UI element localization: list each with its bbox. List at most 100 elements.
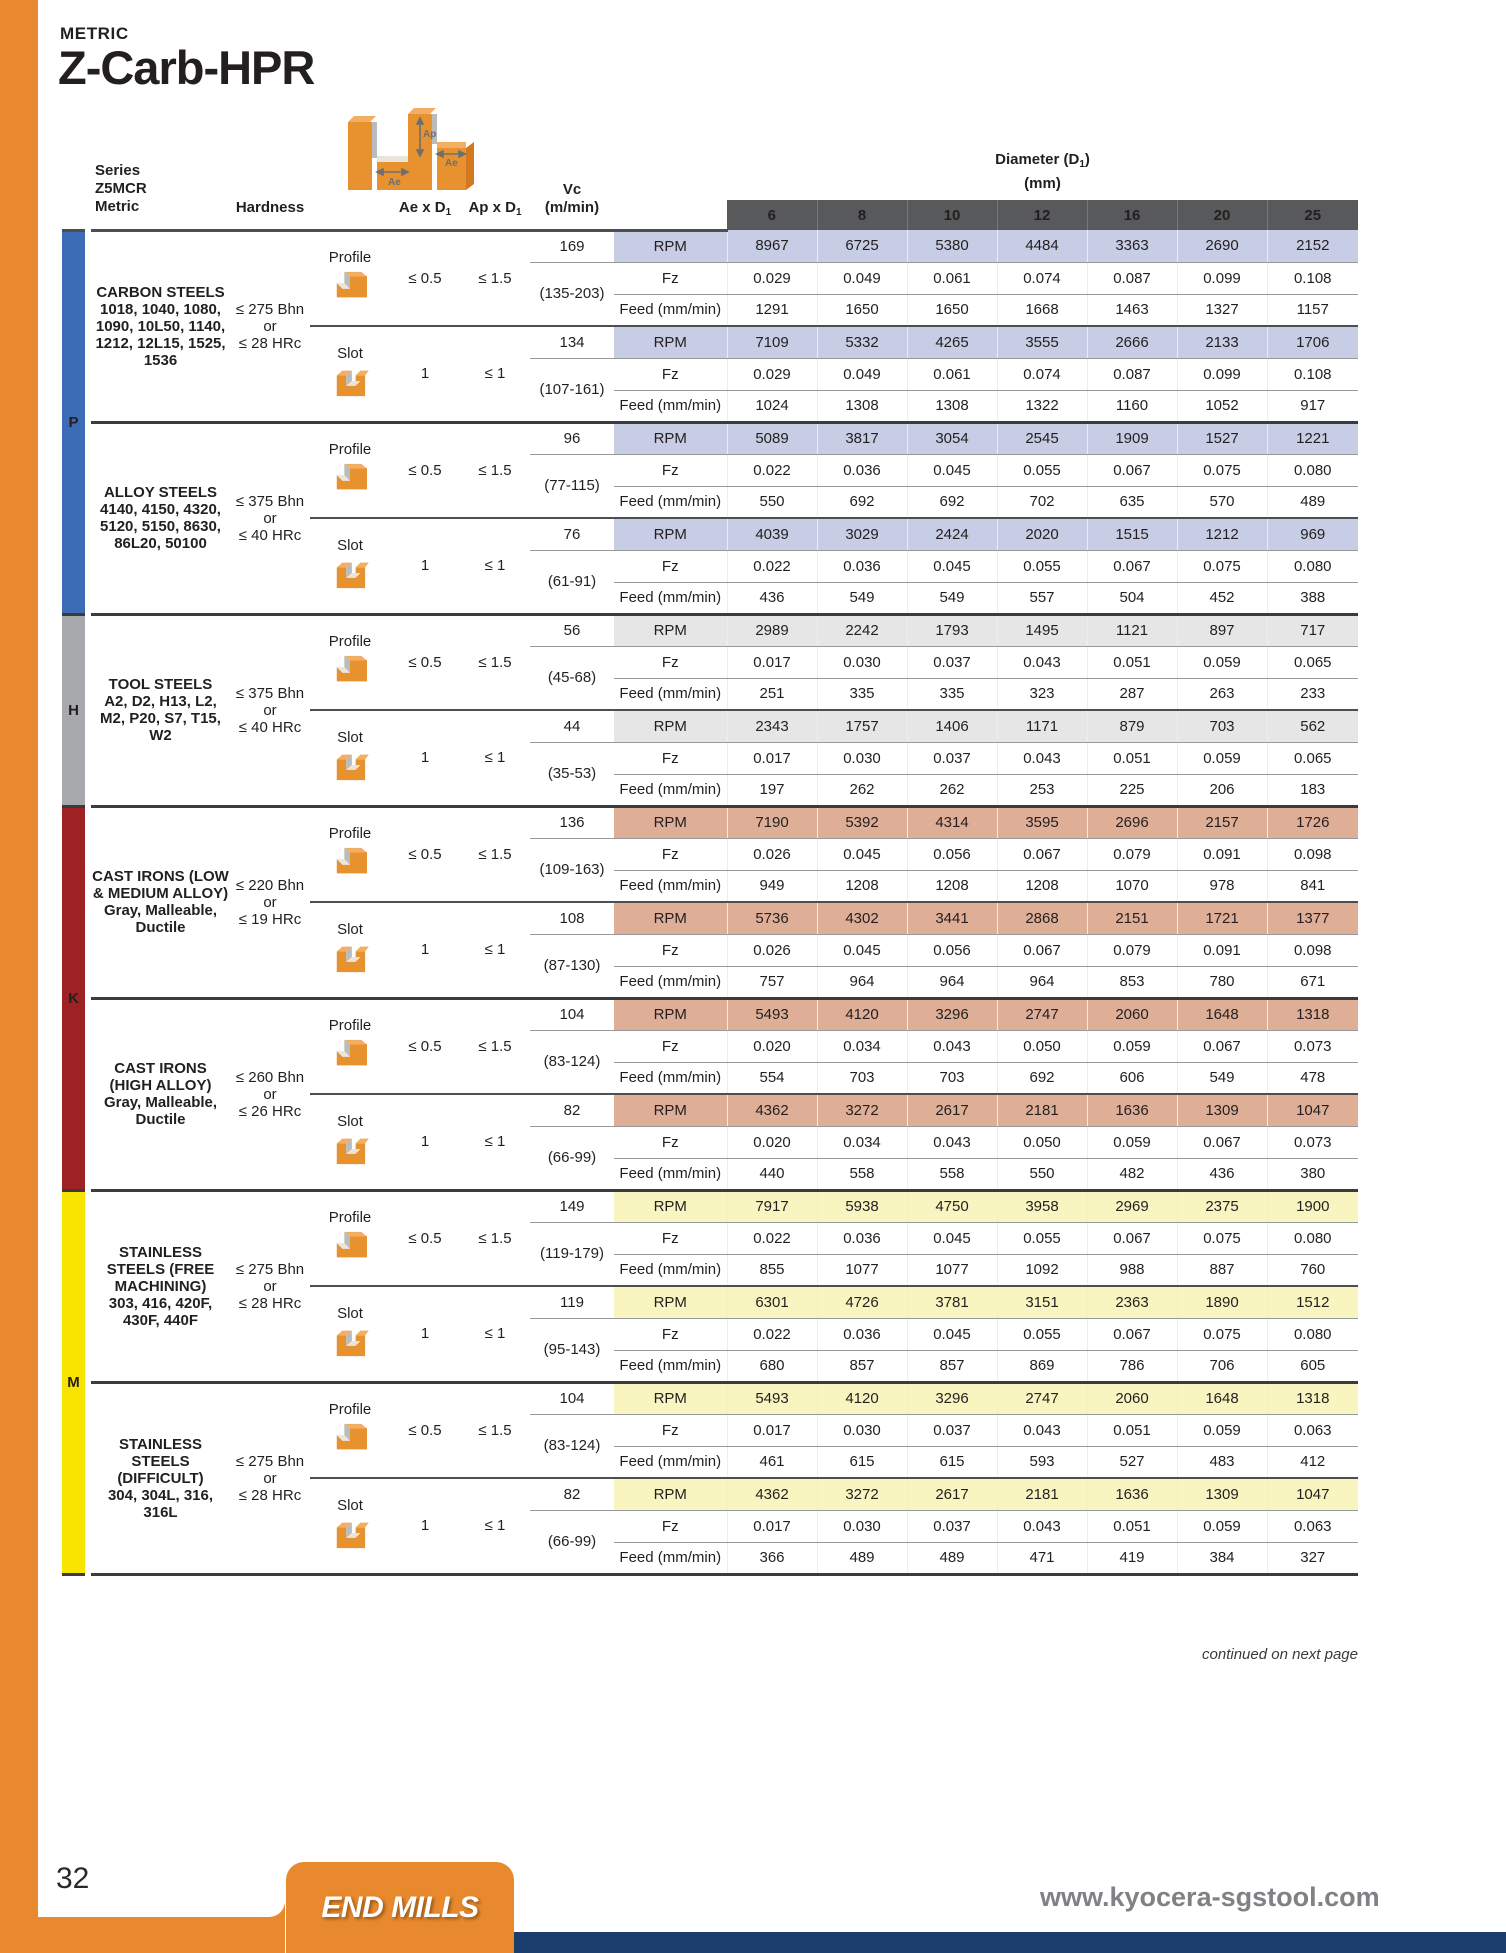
rpm-value: 2989 (726, 614, 817, 647)
cut-type-cell: Slot (310, 326, 390, 424)
fz-label-cell: Fz (614, 1030, 727, 1063)
feed-value: 1077 (906, 1254, 997, 1287)
ap-value-cell: ≤ 1.5 (460, 998, 530, 1095)
ap-value-cell: ≤ 1.5 (460, 1190, 530, 1287)
fz-value: 0.061 (906, 262, 997, 295)
rpm-label-cell: RPM (614, 1382, 727, 1415)
vc-value-cell: 44 (530, 710, 614, 743)
ae-value-cell: 1 (390, 326, 460, 424)
hardness-line: ≤ 220 Bhn (235, 876, 305, 894)
rpm-value: 2617 (906, 1478, 997, 1511)
website-url[interactable]: www.kyocera-sgstool.com (1040, 1882, 1380, 1912)
feed-label-cell: Feed (mm/min) (614, 870, 727, 903)
fz-label-cell: Fz (614, 1414, 727, 1447)
rpm-value: 1527 (1176, 422, 1267, 455)
rpm-value: 1706 (1266, 326, 1358, 359)
ae-value-cell: ≤ 0.5 (390, 1190, 460, 1287)
continued-note: continued on next page (1202, 1646, 1358, 1663)
fz-value: 0.029 (726, 358, 817, 391)
cut-type-label: Slot (337, 920, 363, 938)
ae-value-cell: 1 (390, 518, 460, 616)
fz-value: 0.051 (1086, 646, 1177, 679)
feed-value: 263 (1176, 678, 1267, 711)
hardness-line: ≤ 26 HRc (238, 1102, 302, 1120)
rpm-value: 4314 (906, 806, 997, 839)
rpm-value: 1212 (1176, 518, 1267, 551)
fz-value: 0.059 (1176, 742, 1267, 775)
fz-value: 0.051 (1086, 1510, 1177, 1543)
fz-label-cell: Fz (614, 1126, 727, 1159)
feed-value: 786 (1086, 1350, 1177, 1384)
material-cell: STAINLESS STEELS (FREE MACHINING) 303, 41… (88, 1190, 230, 1384)
rpm-value: 2152 (1266, 230, 1358, 263)
material-name: ALLOY STEELS (103, 484, 218, 501)
rpm-value: 2181 (996, 1478, 1087, 1511)
group-letter-H: H (62, 614, 91, 808)
rpm-value: 5089 (726, 422, 817, 455)
hardness-line: or (263, 893, 277, 911)
material-cell: CARBON STEELS 1018, 1040, 1080, 1090, 10L… (88, 230, 230, 424)
spec-row: Feed (mm/min) 440 558 558 550 482 436 380 (62, 1158, 1358, 1192)
feed-value: 554 (726, 1062, 817, 1095)
feed-value: 483 (1176, 1446, 1267, 1479)
fz-value: 0.043 (996, 646, 1087, 679)
rpm-value: 1721 (1176, 902, 1267, 935)
rpm-value: 2060 (1086, 998, 1177, 1031)
rpm-value: 1512 (1266, 1286, 1358, 1319)
cut-type-label: Slot (337, 344, 363, 362)
fz-value: 0.067 (1086, 1222, 1177, 1255)
feed-value: 692 (906, 486, 997, 519)
fz-value: 0.034 (816, 1030, 907, 1063)
hardness-line: ≤ 28 HRc (238, 1486, 302, 1504)
rpm-value: 2747 (996, 1382, 1087, 1415)
spec-row: K CAST IRONS (LOW & MEDIUM ALLOY) Gray, Ma… (62, 806, 1358, 1192)
feed-value: 1160 (1086, 390, 1177, 424)
feed-value: 692 (996, 1062, 1087, 1095)
fz-value: 0.022 (726, 1318, 817, 1351)
ap-value-cell: ≤ 1.5 (460, 806, 530, 903)
cut-type-label: Slot (337, 728, 363, 746)
feed-value: 478 (1266, 1062, 1358, 1095)
fz-value: 0.036 (816, 454, 907, 487)
rpm-value: 3296 (906, 1382, 997, 1415)
fz-value: 0.036 (816, 1318, 907, 1351)
feed-value: 197 (726, 774, 817, 808)
feed-value: 570 (1176, 486, 1267, 519)
material-cell: CAST IRONS (LOW & MEDIUM ALLOY) Gray, Mal… (88, 806, 230, 1000)
feed-value: 706 (1176, 1350, 1267, 1384)
vc-range-cell: (83-124) (530, 1414, 614, 1479)
feed-value: 1157 (1266, 294, 1358, 327)
spec-row: Slot 1 ≤ 1 44 RPM 2343 1757 1406 1171 879 703 562 (62, 710, 1358, 808)
ap-value-cell: ≤ 1 (460, 518, 530, 616)
fz-value: 0.030 (816, 646, 907, 679)
feed-value: 855 (726, 1254, 817, 1287)
spec-row: (66-99) Fz 0.017 0.030 0.037 0.043 0.051 0.059 0… (62, 1510, 1358, 1576)
diameter-band-cell: 6 (727, 200, 817, 230)
spec-row: M STAINLESS STEELS (FREE MACHINING) 303, 4… (62, 1190, 1358, 1576)
feed-value: 527 (1086, 1446, 1177, 1479)
material-grades: Gray, Malleable, Ductile (103, 1094, 218, 1128)
fz-value: 0.067 (1086, 454, 1177, 487)
feed-value: 335 (816, 678, 907, 711)
hardness-line: ≤ 275 Bhn (235, 300, 305, 318)
profile-cut-icon (336, 656, 367, 682)
feed-label-cell: Feed (mm/min) (614, 1350, 727, 1384)
page-number: 32 (56, 1862, 90, 1895)
material-name: STAINLESS STEELS (FREE MACHINING) (106, 1243, 215, 1295)
feed-value: 1291 (726, 294, 817, 327)
fz-value: 0.026 (726, 934, 817, 967)
spec-row: Slot 1 ≤ 1 76 RPM 4039 3029 2424 2020 1515 1212 969 (62, 518, 1358, 616)
spec-row: (45-68) Fz 0.017 0.030 0.037 0.043 0.051 0.059 0… (62, 646, 1358, 711)
hardness-cell: ≤ 275 Bhn or ≤ 28 HRc (230, 1190, 310, 1384)
feed-label-cell: Feed (mm/min) (614, 966, 727, 1000)
fz-value: 0.030 (816, 1510, 907, 1543)
ae-value-cell: 1 (390, 902, 460, 1000)
feed-value: 327 (1266, 1542, 1358, 1576)
footer-navy-bar (420, 1932, 1506, 1953)
vc-value-cell: 104 (530, 998, 614, 1031)
feed-value: 988 (1086, 1254, 1177, 1287)
material-grades: 303, 416, 420F, 430F, 440F (108, 1294, 213, 1329)
fz-value: 0.056 (906, 838, 997, 871)
spec-row: (83-124) Fz 0.020 0.034 0.043 0.050 0.059 0.067… (62, 1030, 1358, 1095)
feed-value: 436 (1176, 1158, 1267, 1192)
